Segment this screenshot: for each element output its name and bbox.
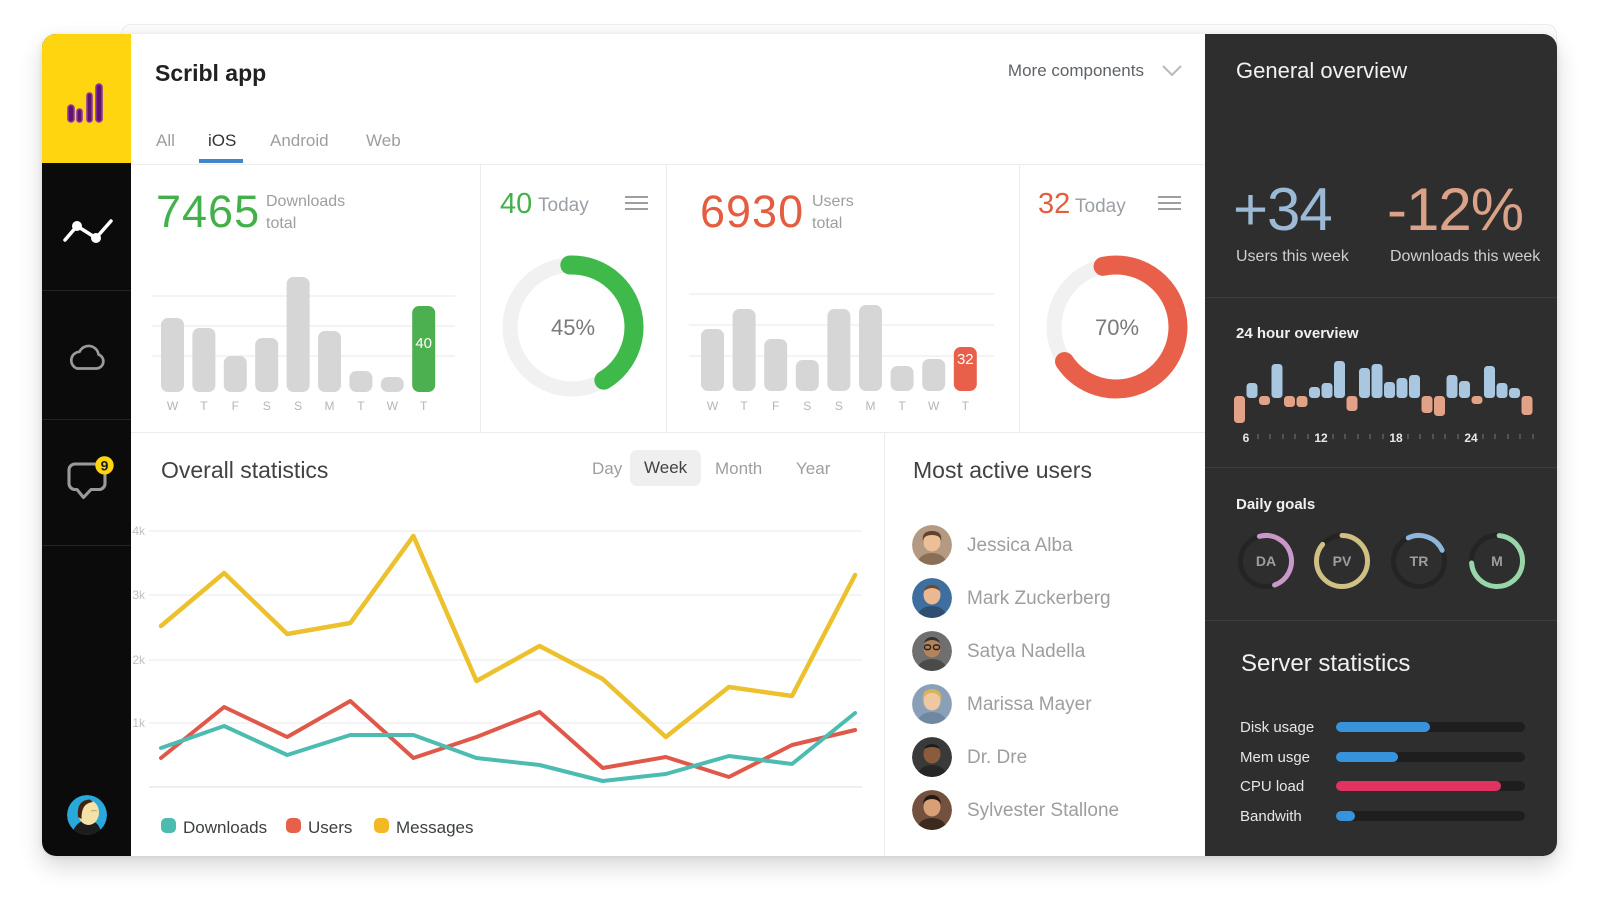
svg-text:W: W [387, 399, 399, 413]
svg-text:T: T [962, 399, 970, 413]
svg-text:S: S [263, 399, 271, 413]
svg-text:40: 40 [415, 335, 432, 352]
svg-text:1k: 1k [132, 716, 146, 730]
svg-text:9: 9 [101, 457, 109, 473]
svg-text:S: S [294, 399, 302, 413]
svg-text:T: T [200, 399, 208, 413]
svg-text:T: T [357, 399, 365, 413]
svg-text:2k: 2k [132, 653, 146, 667]
svg-text:W: W [928, 399, 940, 413]
svg-text:M: M [866, 399, 876, 413]
svg-text:W: W [707, 399, 719, 413]
svg-text:F: F [232, 399, 239, 413]
svg-text:32: 32 [957, 351, 974, 368]
svg-text:3k: 3k [132, 588, 146, 602]
svg-text:4k: 4k [132, 524, 146, 538]
svg-text:S: S [803, 399, 811, 413]
svg-text:T: T [898, 399, 906, 413]
svg-text:T: T [740, 399, 748, 413]
svg-text:T: T [420, 399, 428, 413]
svg-text:W: W [167, 399, 179, 413]
svg-text:M: M [325, 399, 335, 413]
svg-text:F: F [772, 399, 779, 413]
svg-text:S: S [835, 399, 843, 413]
